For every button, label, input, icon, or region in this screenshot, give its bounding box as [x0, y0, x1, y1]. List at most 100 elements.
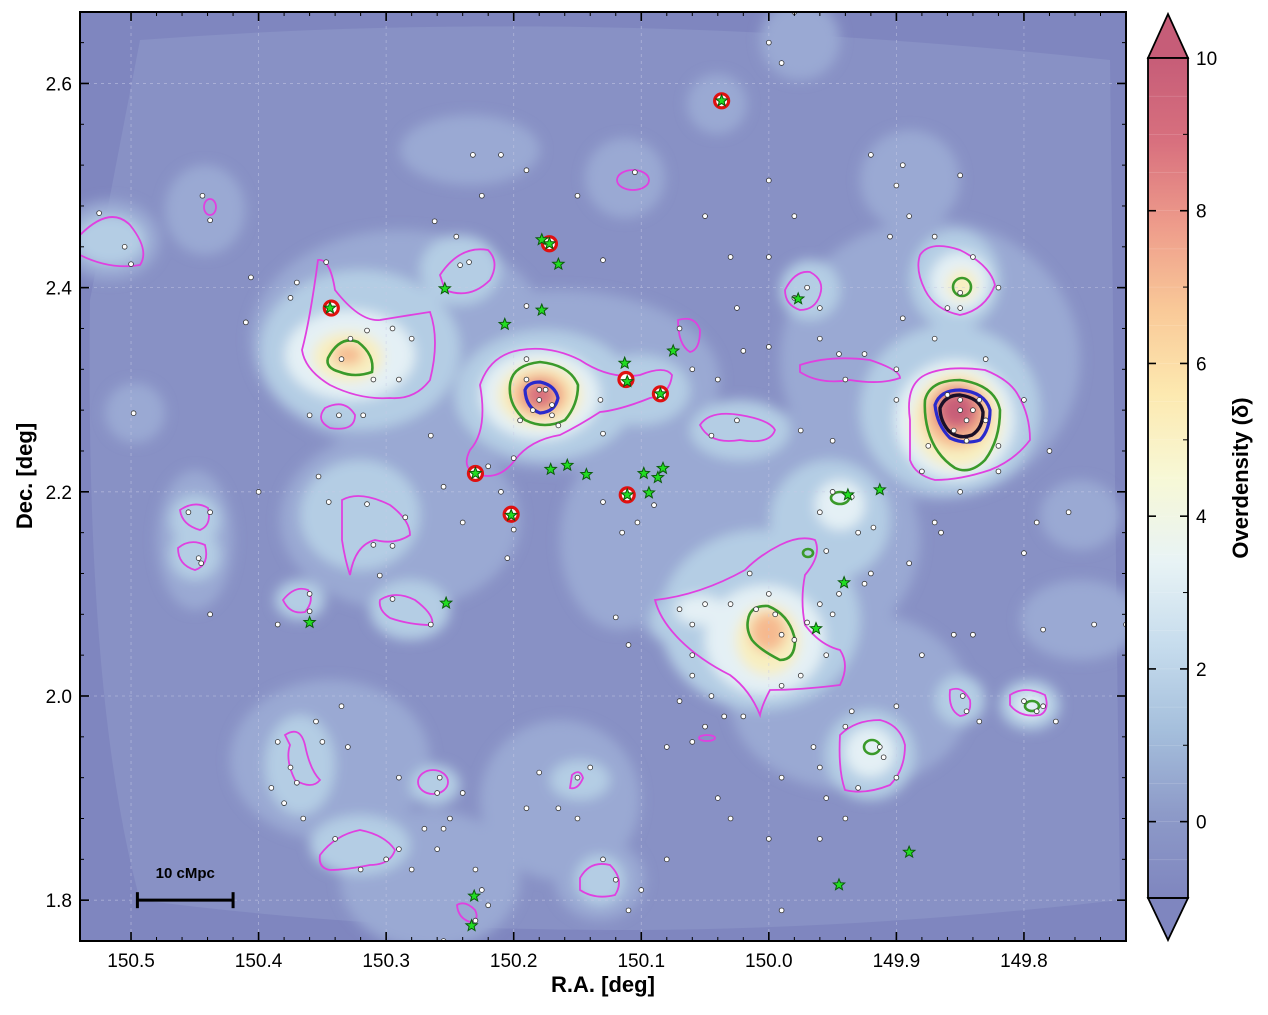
galaxy-point: [957, 489, 963, 495]
galaxy-point: [376, 572, 383, 579]
galaxy-point: [842, 376, 849, 383]
galaxy-point: [861, 580, 868, 587]
galaxy-point: [887, 233, 893, 240]
galaxy-point: [574, 815, 581, 822]
galaxy-point: [517, 417, 523, 424]
galaxy-point: [431, 218, 438, 225]
galaxy-point: [199, 192, 206, 199]
star-source: [714, 93, 729, 107]
colorbar-tick-label: 2: [1196, 660, 1207, 681]
galaxy-point: [638, 887, 645, 893]
galaxy-point: [689, 739, 696, 745]
galaxy-point: [274, 621, 281, 628]
galaxy-point: [868, 570, 874, 577]
star-source: [497, 317, 512, 331]
galaxy-point: [248, 274, 254, 281]
galaxy-point: [364, 501, 370, 507]
galaxy-point: [906, 560, 912, 567]
galaxy-point: [510, 526, 517, 533]
galaxy-point: [389, 543, 396, 549]
galaxy-point: [364, 327, 370, 334]
galaxy-point: [121, 244, 128, 250]
galaxy-point: [829, 437, 836, 444]
galaxy-point: [504, 555, 511, 561]
galaxy-point: [970, 631, 976, 638]
galaxy-point: [315, 473, 322, 480]
galaxy-point: [702, 601, 708, 607]
colorbar: 0 2 4 6 8 10 Overdensity (δ): [1146, 11, 1253, 943]
x-tick-label: 150.4: [235, 951, 283, 972]
scale-bar-label: 10 cMpc: [156, 865, 215, 882]
galaxy-point: [778, 682, 785, 689]
star-source: [302, 615, 317, 629]
galaxy-point: [906, 213, 912, 219]
galaxy-point: [746, 570, 753, 577]
star-source: [617, 355, 632, 370]
galaxy-point: [870, 524, 877, 531]
galaxy-point: [842, 723, 849, 730]
galaxy-point: [612, 614, 619, 621]
galaxy-point: [294, 779, 300, 786]
galaxy-point: [702, 723, 708, 730]
galaxy-point: [702, 213, 708, 219]
galaxy-point: [848, 708, 855, 715]
galaxy-point: [619, 529, 625, 536]
galaxy-point: [950, 427, 957, 434]
galaxy-point: [600, 499, 606, 505]
galaxy-point: [689, 652, 696, 658]
galaxy-point: [130, 410, 137, 417]
galaxy-point: [791, 637, 798, 643]
galaxy-point: [306, 608, 313, 615]
galaxy-point: [817, 335, 823, 342]
galaxy-point: [370, 376, 377, 383]
galaxy-point: [402, 514, 409, 521]
galaxy-point: [510, 455, 517, 461]
galaxy-point: [823, 795, 830, 801]
galaxy-point: [817, 836, 823, 842]
galaxy-point: [957, 397, 963, 403]
galaxy-point: [938, 529, 944, 536]
colorbar-tick-label: 0: [1196, 813, 1207, 834]
galaxy-point: [727, 815, 734, 822]
galaxy-point: [817, 764, 823, 771]
star-source: [620, 487, 635, 501]
star-source: [468, 466, 483, 480]
galaxy-point: [319, 739, 326, 745]
star-sources: [302, 93, 917, 932]
galaxy-point: [542, 386, 549, 393]
galaxy-point: [434, 790, 440, 796]
galaxy-point: [734, 417, 740, 424]
galaxy-point: [612, 876, 619, 883]
galaxy-point: [676, 606, 683, 613]
star-source: [534, 302, 549, 317]
galaxy-point: [804, 619, 810, 626]
contours: [80, 169, 1048, 923]
galaxy-point: [766, 39, 772, 46]
colorbar-tick-label: 6: [1196, 354, 1207, 375]
galaxy-point: [427, 432, 434, 439]
galaxy-point: [306, 591, 313, 597]
galaxy-point: [555, 422, 562, 429]
galaxy-point: [1091, 621, 1097, 628]
galaxy-point: [1022, 0, 1027, 4]
galaxy-point: [868, 152, 874, 158]
galaxy-point: [195, 555, 202, 561]
galaxy-point: [185, 509, 192, 516]
galaxy-point: [982, 356, 989, 362]
galaxy-point: [345, 744, 351, 750]
galaxy-point: [766, 591, 772, 597]
star-source: [439, 595, 454, 609]
galaxy-point: [389, 325, 396, 332]
galaxy-point: [625, 642, 632, 648]
colorbar-extend-bottom: [1146, 897, 1190, 943]
galaxy-point: [472, 917, 479, 924]
galaxy-point: [1046, 448, 1053, 454]
galaxy-point: [836, 591, 842, 597]
galaxy-point: [457, 262, 463, 268]
galaxy-point: [440, 825, 447, 832]
star-source: [653, 386, 668, 400]
galaxy-point: [396, 774, 402, 781]
galaxy-point: [734, 305, 740, 311]
galaxy-point: [877, 744, 883, 750]
